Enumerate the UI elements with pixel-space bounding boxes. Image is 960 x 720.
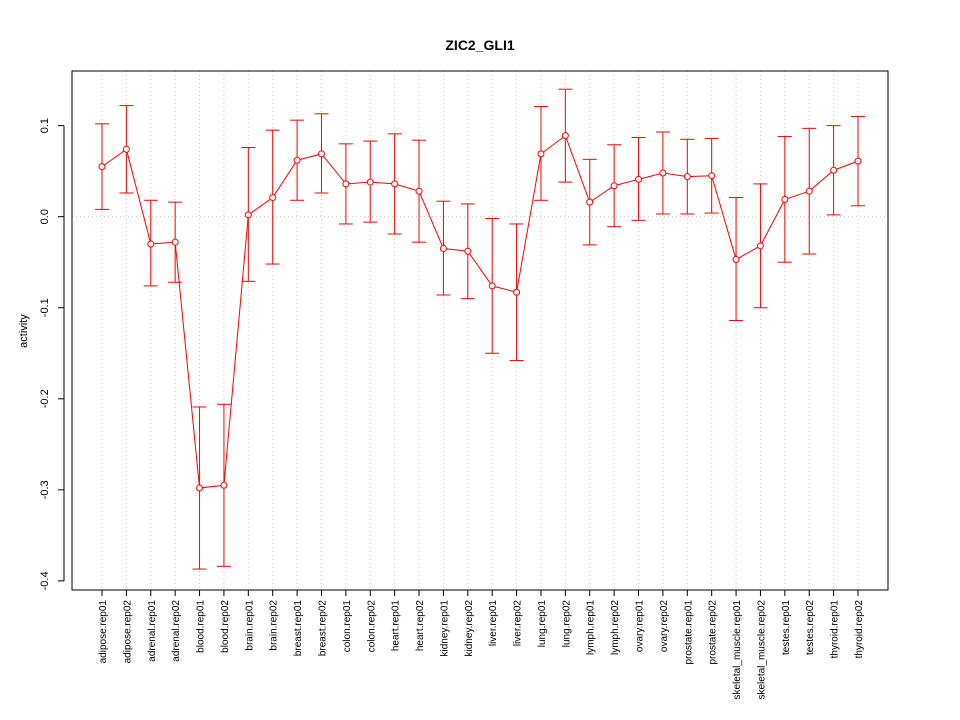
x-tick-label: kidney.rep02 [464, 600, 475, 657]
x-tick-label: heart.rep01 [391, 600, 402, 652]
x-tick-label: thyroid.rep01 [830, 600, 841, 659]
x-tick-label: blood.rep01 [196, 600, 207, 653]
x-tick-label: colon.rep02 [366, 600, 377, 653]
data-point [269, 194, 277, 202]
x-tick-label: testes.rep01 [781, 600, 792, 655]
data-point [122, 145, 130, 153]
data-point [464, 247, 472, 255]
data-point [561, 132, 569, 140]
data-point [610, 182, 618, 190]
plot-frame [71, 70, 889, 591]
y-tick-label: -0.1 [39, 298, 51, 317]
x-tick-label: thyroid.rep02 [854, 600, 865, 659]
data-point [342, 180, 350, 188]
data-point [513, 288, 521, 296]
x-tick-label: lung.rep02 [561, 600, 572, 648]
data-point [830, 166, 838, 174]
data-point [683, 173, 691, 181]
y-tick-label: 0.0 [39, 209, 51, 224]
y-axis: -0.4 -0.3 -0.2 -0.1 0.0 0.1 [39, 118, 65, 590]
data-point [439, 245, 447, 253]
data-point [635, 175, 643, 183]
x-tick-label: skeletal_muscle.rep01 [732, 600, 743, 700]
y-tick-label: -0.3 [39, 480, 51, 499]
x-tick-label: liver.rep02 [513, 600, 524, 647]
data-point [586, 198, 594, 206]
data-point [537, 150, 545, 158]
x-tick-label: colon.rep01 [342, 600, 353, 653]
x-tick-label: lung.rep01 [537, 600, 548, 648]
data-point [220, 481, 228, 489]
data-point [147, 240, 155, 248]
y-axis-label: activity [18, 314, 30, 348]
data-point [732, 255, 740, 263]
x-tick-label: heart.rep02 [415, 600, 426, 652]
data-point [98, 163, 106, 171]
data-point [488, 282, 496, 290]
data-point [415, 187, 423, 195]
grid-layer [72, 71, 888, 590]
x-axis: adipose.rep01 adipose.rep02 adrenal.rep01 a… [98, 589, 865, 700]
data-point [196, 484, 204, 492]
x-tick-label: kidney.rep01 [439, 600, 450, 657]
x-tick-label: liver.rep01 [488, 600, 499, 647]
data-point [171, 238, 179, 246]
data-point [317, 150, 325, 158]
y-tick-label: -0.2 [39, 389, 51, 408]
x-tick-label: testes.rep02 [805, 600, 816, 655]
x-tick-label: ovary.rep02 [659, 600, 670, 653]
data-point [756, 242, 764, 250]
y-tick-label: -0.4 [39, 571, 51, 590]
x-tick-label: ovary.rep01 [635, 600, 646, 653]
x-tick-label: lymph.rep02 [610, 600, 621, 655]
x-tick-label: brain.rep01 [244, 600, 255, 651]
data-point [366, 178, 374, 186]
data-point [854, 157, 862, 165]
x-tick-label: prostate.rep01 [683, 600, 694, 665]
x-tick-label: adrenal.rep01 [147, 600, 158, 662]
series-layer [95, 88, 865, 570]
series-line [101, 134, 859, 489]
x-tick-label: adrenal.rep02 [171, 600, 182, 662]
x-tick-label: skeletal_muscle.rep02 [756, 600, 767, 700]
x-tick-label: breast.rep02 [317, 600, 328, 657]
data-point [244, 211, 252, 219]
data-point [391, 180, 399, 188]
chart-title: ZIC2_GLI1 [445, 37, 514, 53]
data-point [781, 195, 789, 203]
y-tick-label: 0.1 [39, 118, 51, 133]
x-tick-label: brain.rep02 [269, 600, 280, 651]
x-tick-label: prostate.rep02 [708, 600, 719, 665]
data-point [659, 169, 667, 177]
x-tick-label: breast.rep01 [293, 600, 304, 657]
data-point [708, 172, 716, 180]
data-point [293, 156, 301, 164]
x-tick-label: adipose.rep02 [122, 600, 133, 664]
x-tick-label: adipose.rep01 [98, 600, 109, 664]
x-tick-label: lymph.rep01 [586, 600, 597, 655]
data-point [805, 187, 813, 195]
x-tick-label: blood.rep02 [220, 600, 231, 653]
